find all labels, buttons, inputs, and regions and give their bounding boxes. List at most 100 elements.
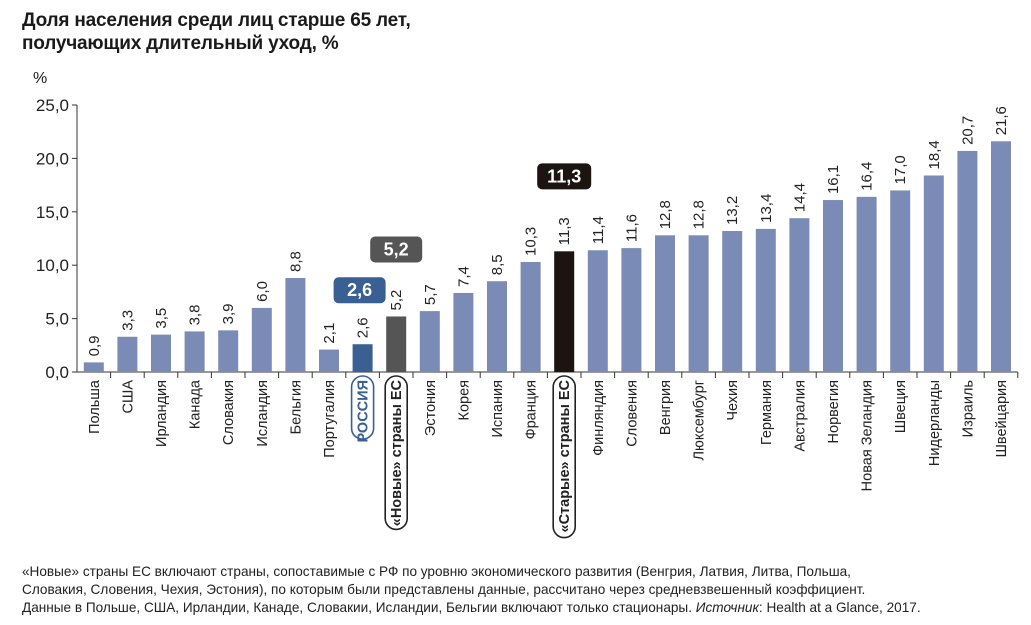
bar	[487, 281, 507, 372]
data-label: 12,8	[691, 200, 708, 229]
bar	[688, 235, 709, 372]
data-label: 13,2	[724, 196, 741, 225]
bar	[823, 200, 843, 372]
y-tick-label: 25,0	[36, 96, 69, 115]
category-label: Корея	[456, 380, 472, 421]
bar	[184, 331, 205, 372]
footnote-line-1: «Новые» страны ЕС включают страны, сопос…	[22, 564, 851, 579]
category-label: Бельгия	[288, 380, 304, 434]
y-tick-label: 0,0	[45, 363, 69, 382]
bar	[117, 336, 138, 372]
bar-chart: 0,0 5,0 10,0 15,0 20,0 25,0 0,9 Польша 3,3 США 3,5…	[36, 96, 1019, 539]
value-badge-label: 2,6	[347, 280, 372, 300]
bar	[151, 334, 171, 372]
data-label: 21,6	[993, 106, 1010, 135]
footnote-line-3: Данные в Польше, США, Ирландии, Канаде, …	[22, 599, 1022, 617]
data-label: 17,0	[892, 155, 909, 184]
data-label: 2,6	[355, 317, 372, 338]
source-label: Источник	[695, 600, 759, 615]
bar	[520, 261, 541, 372]
y-tick-label: 5,0	[45, 310, 69, 329]
data-label: 12,8	[657, 200, 674, 229]
data-label: 13,4	[758, 194, 775, 223]
category-label: Финляндия	[591, 380, 607, 456]
y-axis-unit: %	[33, 70, 48, 87]
bar	[83, 362, 104, 372]
bar	[554, 251, 575, 372]
category-label: Канада	[188, 379, 204, 429]
bar	[621, 248, 642, 372]
bar	[386, 316, 407, 372]
footnote: «Новые» страны ЕС включают страны, сопос…	[22, 563, 1022, 617]
data-label: 3,9	[220, 303, 237, 324]
bar	[890, 190, 911, 372]
data-label: 3,5	[153, 308, 170, 329]
bar	[856, 196, 877, 372]
category-label: США	[120, 380, 136, 414]
data-label: 10,3	[523, 227, 540, 256]
footnote-note: Данные в Польше, США, Ирландии, Канаде, …	[22, 600, 692, 615]
bar	[755, 228, 776, 372]
data-label: 8,5	[489, 254, 506, 275]
data-label: 5,7	[422, 284, 439, 305]
bar	[453, 292, 474, 372]
data-label: 5,2	[388, 290, 405, 311]
category-label: Новая Зеландия	[860, 380, 876, 491]
category-label: Норвегия	[826, 380, 842, 443]
value-badge-label: 5,2	[384, 239, 409, 259]
value-badge-label: 11,3	[547, 166, 581, 186]
data-label: 14,4	[791, 183, 808, 212]
bar	[923, 175, 944, 372]
category-label: Германия	[759, 380, 775, 445]
bar	[419, 311, 440, 372]
data-label: 16,4	[859, 162, 876, 191]
category-label: «Старые» страны ЕС	[557, 379, 573, 532]
footnote-line-2: Словакия, Словения, Чехия, Эстония), по …	[22, 582, 866, 597]
value-badge	[370, 236, 423, 263]
data-label: 8,8	[287, 251, 304, 272]
bar	[251, 307, 272, 372]
chart-title: Доля населения среди лиц старше 65 лет, …	[22, 9, 411, 55]
data-label: 3,8	[187, 305, 204, 326]
data-label: 2,1	[321, 323, 338, 344]
category-label: Словения	[624, 380, 640, 447]
bar	[319, 349, 339, 372]
category-label: Франция	[524, 380, 540, 439]
data-label: 7,4	[455, 266, 472, 287]
category-label: Эстония	[423, 380, 439, 436]
data-label: 0,9	[86, 336, 103, 357]
category-label: Израиль	[960, 380, 976, 437]
bar	[218, 330, 239, 372]
category-highlight-frame	[350, 375, 375, 441]
bar	[789, 218, 810, 372]
category-label: Испания	[490, 380, 506, 438]
category-label: Польша	[87, 379, 103, 434]
data-label: 6,0	[254, 281, 271, 302]
category-label: Исландия	[255, 380, 271, 447]
bar	[722, 231, 743, 372]
category-label: Португалия	[322, 380, 338, 458]
category-label: Ирландия	[154, 380, 170, 447]
bar	[285, 278, 306, 372]
bar	[655, 235, 675, 372]
category-label: Австралия	[792, 380, 808, 452]
data-label: 11,4	[590, 216, 607, 244]
title-line-1: Доля населения среди лиц старше 65 лет,	[22, 10, 411, 31]
value-badge	[333, 277, 386, 304]
category-label: Швеция	[893, 380, 909, 433]
data-label: 3,3	[119, 310, 136, 331]
data-label: 11,3	[556, 217, 573, 245]
value-badge	[537, 163, 592, 190]
category-label: Чехия	[725, 380, 741, 421]
category-label: РОССИЯ	[356, 380, 372, 443]
category-label: Венгрия	[658, 380, 674, 435]
data-label: 16,1	[825, 165, 842, 194]
category-label: Нидерланды	[927, 380, 943, 466]
category-label: «Новые» страны ЕС	[389, 379, 405, 526]
y-tick-label: 15,0	[36, 203, 69, 222]
source-text: : Health at a Glance, 2017.	[758, 600, 921, 615]
bar	[957, 150, 978, 372]
bar	[352, 344, 373, 372]
bar	[587, 250, 608, 372]
data-label: 11,6	[623, 214, 640, 242]
